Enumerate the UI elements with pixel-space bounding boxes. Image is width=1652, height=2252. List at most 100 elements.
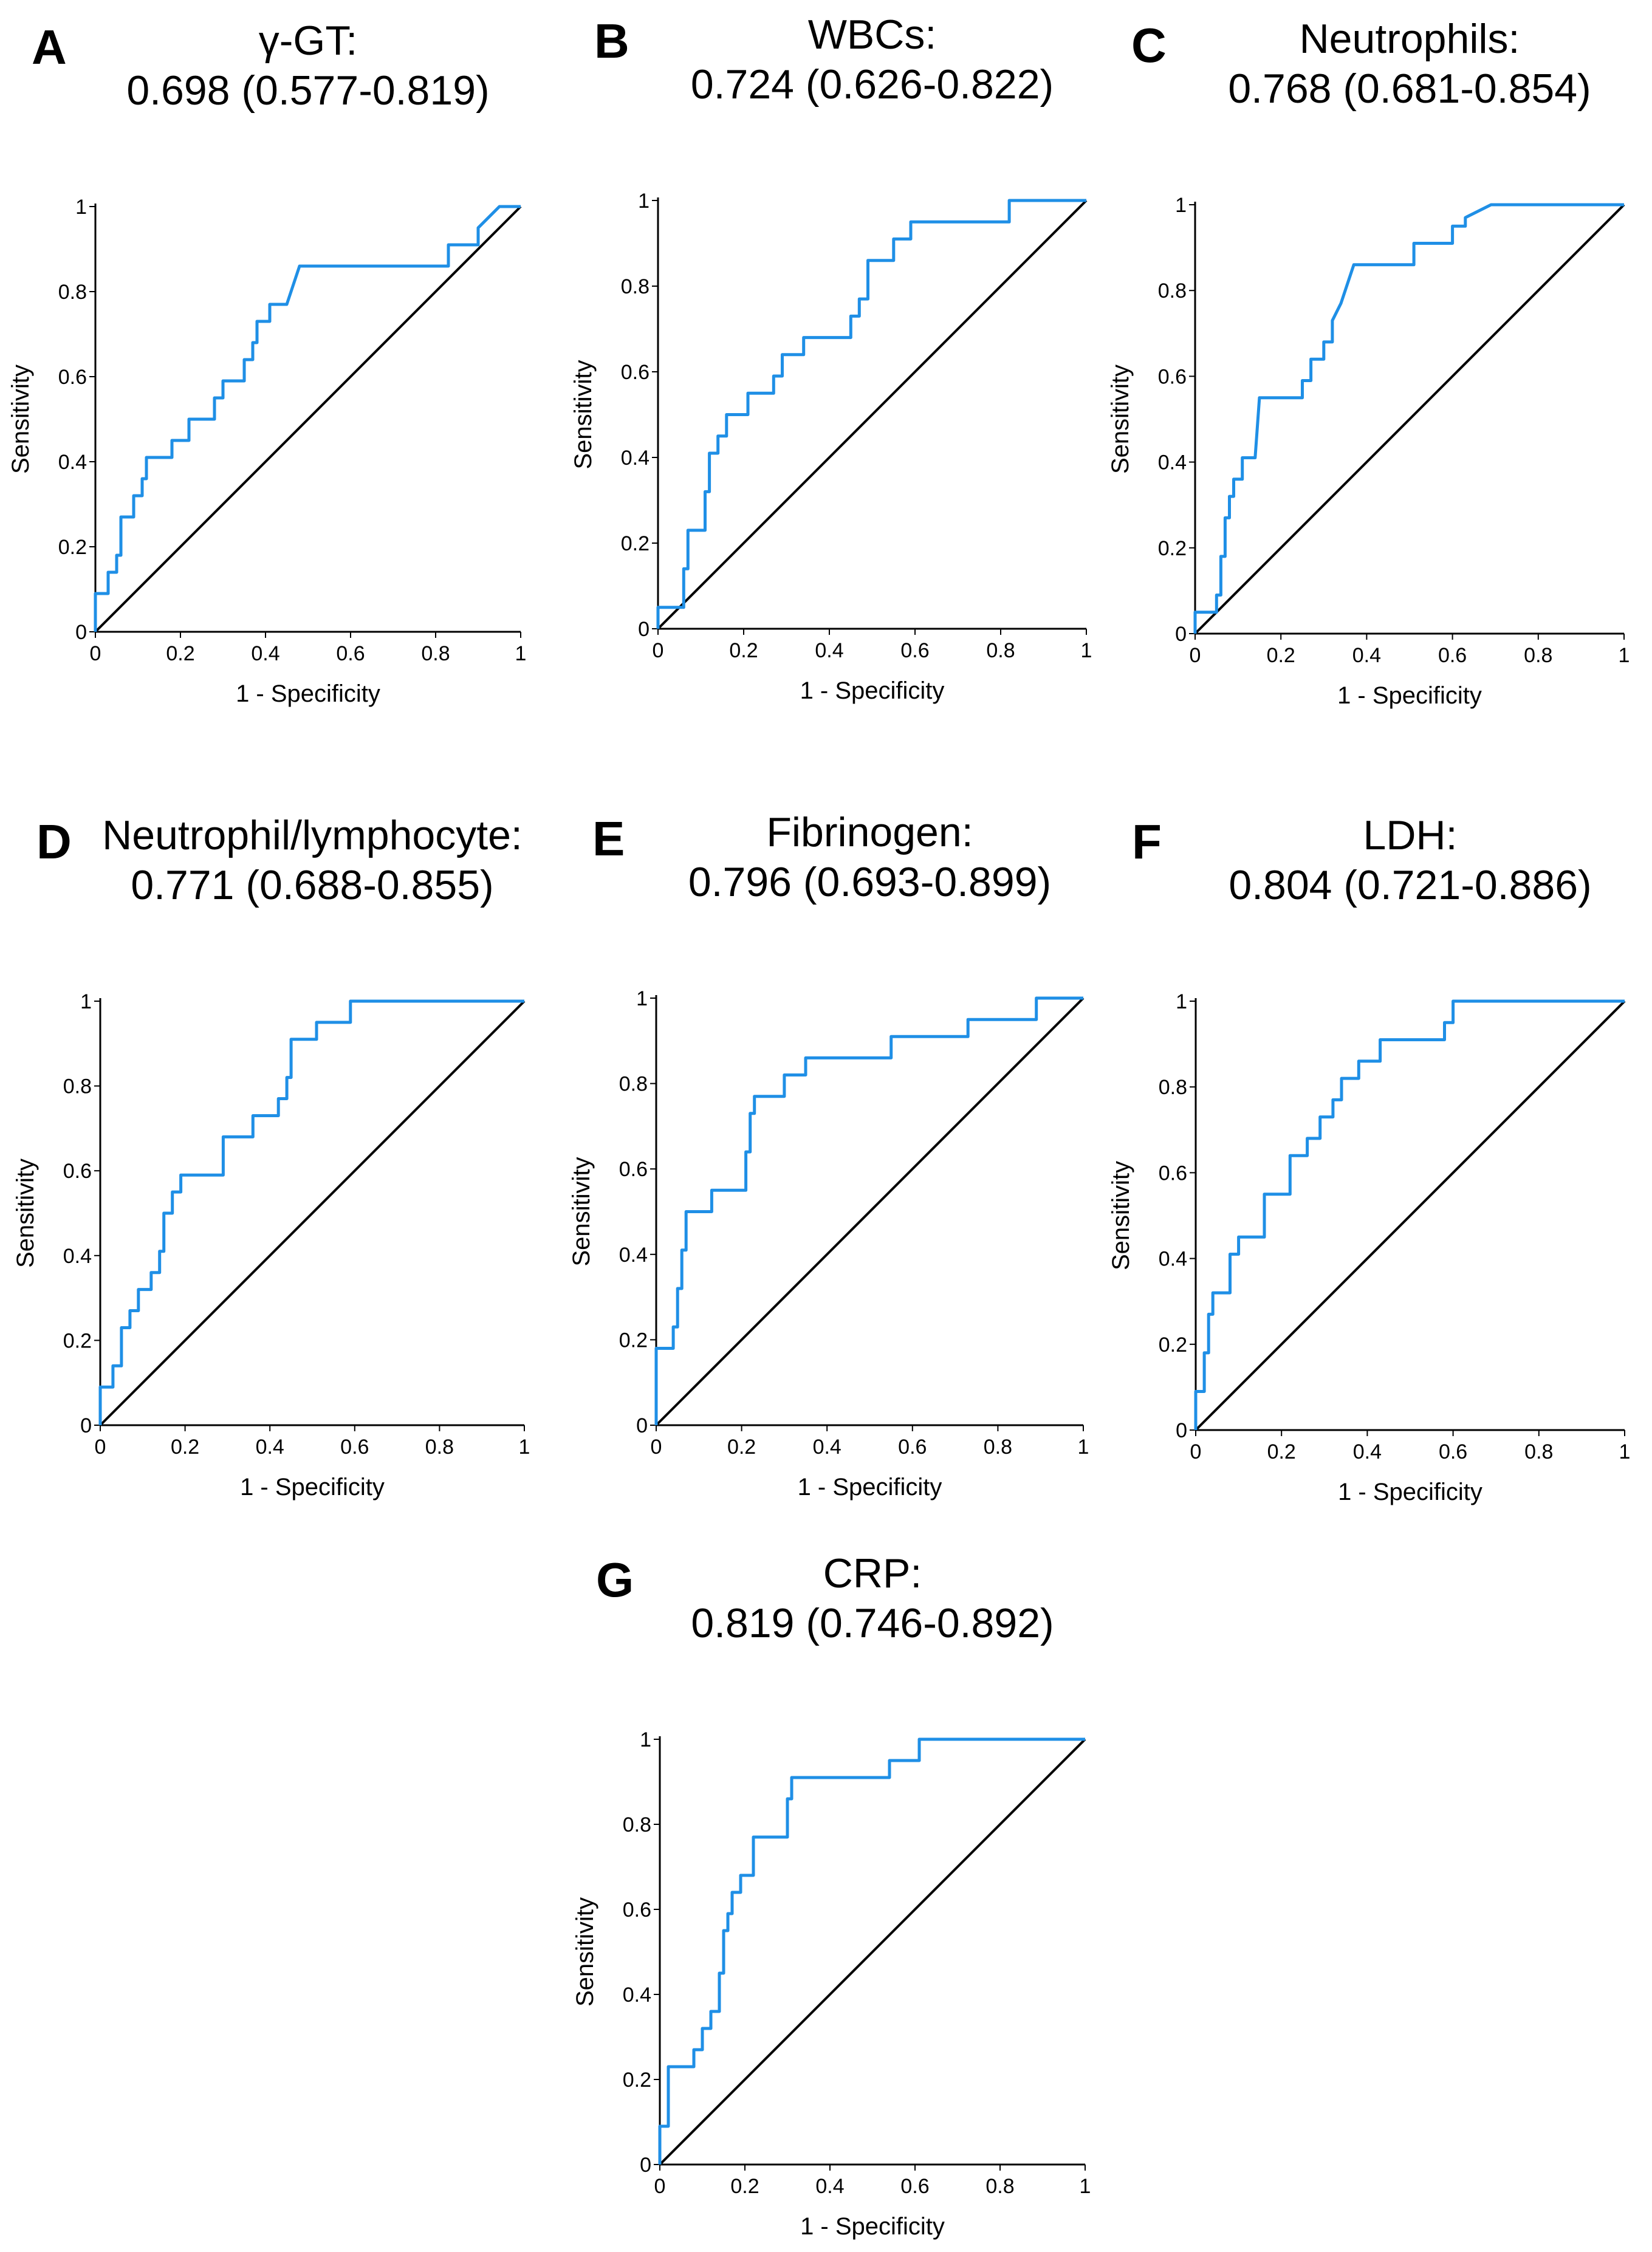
y-axis-label: Sensitivity — [572, 1897, 598, 2007]
y-axis-label: Sensitivity — [568, 1157, 595, 1266]
panel-title-marker: CRP: — [823, 1550, 922, 1597]
x-tick-label: 0 — [653, 639, 664, 662]
y-tick-label: 0.8 — [621, 275, 649, 298]
panel-title-auc: 0.796 (0.693-0.899) — [688, 859, 1051, 905]
x-tick-label: 1 — [1081, 639, 1092, 662]
x-tick-label: 0 — [95, 1436, 106, 1459]
reference-diagonal-line — [94, 205, 522, 633]
reference-diagonal-line — [99, 1000, 526, 1426]
reference-diagonal-line — [657, 199, 1088, 630]
x-tick-label: 0.6 — [1438, 644, 1467, 667]
y-tick-label: 0.6 — [58, 366, 87, 389]
x-tick-label: 0.4 — [1353, 1440, 1382, 1463]
y-tick-label: 0 — [80, 1414, 92, 1437]
x-tick-label: 0 — [90, 642, 101, 665]
y-axis-label: Sensitivity — [1108, 1161, 1134, 1270]
y-tick-label: 0.8 — [63, 1075, 92, 1098]
y-tick-label: 0.2 — [623, 2069, 651, 2092]
y-tick-label: 0 — [636, 1414, 648, 1437]
x-tick-label: 0.2 — [730, 2175, 759, 2198]
y-axis-label: Sensitivity — [12, 1159, 39, 1268]
panel-title-marker: Fibrinogen: — [766, 809, 973, 855]
y-tick-label: 0 — [75, 621, 87, 644]
y-tick-label: 0.2 — [1159, 1333, 1187, 1357]
y-tick-label: 0.8 — [58, 281, 87, 304]
panel-title-auc: 0.771 (0.688-0.855) — [131, 862, 493, 908]
x-tick-label: 0.8 — [1524, 644, 1552, 667]
x-axis-label: 1 - Specificity — [240, 1474, 385, 1501]
roc-curve-line — [1193, 203, 1624, 634]
panel-letter: D — [36, 815, 72, 869]
x-tick-label: 1 — [1619, 1440, 1631, 1463]
x-tick-label: 0.6 — [898, 1436, 927, 1459]
x-tick-label: 0 — [1190, 644, 1201, 667]
roc-curve-line — [654, 996, 1083, 1425]
y-tick-label: 1 — [80, 990, 92, 1013]
y-tick-label: 0 — [640, 2154, 651, 2177]
x-tick-label: 0.2 — [727, 1436, 756, 1459]
y-tick-label: 1 — [640, 1728, 651, 1751]
x-tick-label: 0.4 — [815, 2175, 844, 2198]
y-tick-label: 0.4 — [621, 447, 649, 470]
y-tick-label: 1 — [1175, 194, 1187, 217]
y-tick-label: 0.2 — [1158, 537, 1187, 560]
x-tick-label: 0.2 — [1267, 644, 1295, 667]
x-tick-label: 0 — [1190, 1440, 1202, 1463]
x-tick-label: 0 — [654, 2175, 666, 2198]
x-tick-label: 0.2 — [1267, 1440, 1296, 1463]
y-tick-label: 0.4 — [58, 451, 87, 474]
panel-letter: B — [594, 14, 629, 68]
y-tick-label: 0.8 — [1159, 1076, 1187, 1099]
x-tick-label: 1 — [1080, 2175, 1091, 2198]
y-tick-label: 0.8 — [623, 1813, 651, 1836]
x-tick-label: 0.4 — [251, 642, 279, 665]
panel-letter: G — [596, 1553, 634, 1607]
roc-panel-e: E Fibrinogen:0.796 (0.693-0.899) 0 0.2 0.4 0.… — [568, 809, 1089, 1501]
roc-curve-line — [98, 999, 524, 1425]
panel-title-auc: 0.819 (0.746-0.892) — [691, 1600, 1054, 1646]
y-tick-label: 0.2 — [619, 1329, 648, 1352]
y-tick-label: 0 — [1176, 1419, 1187, 1442]
x-axis-label: 1 - Specificity — [798, 1474, 942, 1501]
roc-curve-line — [656, 199, 1086, 629]
panel-letter: E — [592, 812, 625, 866]
y-tick-label: 0.4 — [63, 1245, 92, 1268]
y-axis-label: Sensitivity — [570, 360, 597, 469]
x-tick-label: 0.6 — [340, 1436, 369, 1459]
x-tick-label: 1 — [1078, 1436, 1089, 1459]
y-tick-label: 0 — [638, 618, 649, 641]
roc-panel-d: D Neutrophil/lymphocyte:0.771 (0.688-0.85… — [12, 812, 530, 1501]
x-tick-label: 1 — [519, 1436, 530, 1459]
x-tick-label: 0.2 — [729, 639, 758, 662]
x-tick-label: 0.2 — [171, 1436, 199, 1459]
y-axis-label: Sensitivity — [7, 364, 34, 474]
reference-diagonal-line — [1194, 204, 1625, 635]
panel-title-auc: 0.698 (0.577-0.819) — [126, 67, 489, 114]
panel-title-auc: 0.804 (0.721-0.886) — [1229, 862, 1591, 908]
y-tick-label: 0.6 — [1158, 365, 1187, 388]
x-tick-label: 0.6 — [1439, 1440, 1467, 1463]
y-tick-label: 0.4 — [1159, 1248, 1187, 1271]
roc-panel-f: F LDH:0.804 (0.721-0.886) 0 0.2 0.4 0.6 0.8 1 0 0… — [1108, 812, 1630, 1505]
x-axis-label: 1 - Specificity — [800, 2213, 945, 2240]
y-tick-label: 1 — [1176, 990, 1187, 1013]
y-tick-label: 0.2 — [63, 1329, 92, 1352]
x-tick-label: 0.6 — [336, 642, 365, 665]
x-tick-label: 0.4 — [815, 639, 843, 662]
y-tick-label: 0.2 — [621, 532, 649, 555]
reference-diagonal-line — [1194, 1000, 1626, 1431]
x-tick-label: 1 — [1619, 644, 1630, 667]
roc-curve-line — [1194, 999, 1625, 1430]
x-tick-label: 0.6 — [900, 639, 929, 662]
x-tick-label: 0.4 — [256, 1436, 284, 1459]
x-tick-label: 0.8 — [985, 2175, 1014, 2198]
y-tick-label: 0.8 — [619, 1073, 648, 1096]
y-tick-label: 1 — [75, 196, 87, 219]
roc-panel-b: B WBCs:0.724 (0.626-0.822) 0 0.2 0.4 0.6 0.8 1 0… — [570, 12, 1092, 704]
panel-title-auc: 0.768 (0.681-0.854) — [1228, 66, 1591, 112]
y-tick-label: 0.6 — [1159, 1162, 1187, 1185]
x-tick-label: 0.4 — [813, 1436, 841, 1459]
roc-curve-line — [94, 205, 521, 632]
